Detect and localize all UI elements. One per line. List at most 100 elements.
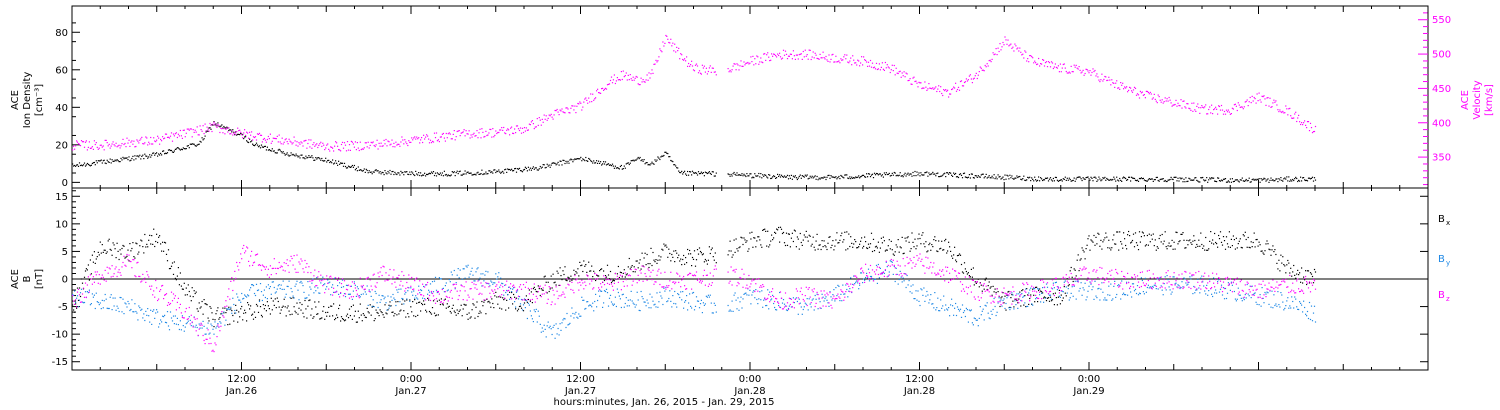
bottom-series-0-point-682 <box>757 236 759 238</box>
bottom-series-0-point-1029 <box>1100 239 1102 241</box>
bottom-series-1-point-954 <box>1026 305 1028 308</box>
top-series-1-point-1220 <box>1289 107 1291 109</box>
bottom-series-0-point-603 <box>668 248 670 250</box>
top-series-0-point-417 <box>484 173 486 175</box>
bottom-series-1-point-428 <box>495 273 497 275</box>
bottom-series-0-point-834 <box>907 236 909 238</box>
bottom-series-0-point-1244 <box>1312 282 1315 284</box>
bottom-series-1-point-675 <box>750 303 752 305</box>
top-series-1-point-280 <box>348 144 351 146</box>
top-series-1-point-26 <box>97 148 99 150</box>
top-series-0-point-54 <box>125 157 127 159</box>
bottom-series-0-point-650 <box>714 252 716 254</box>
bottom-series-1-point-683 <box>758 298 760 300</box>
top-series-0-point-1076 <box>1146 180 1148 182</box>
bottom-series-0-point-332 <box>400 309 402 311</box>
top-series-0-point-1152 <box>1221 180 1224 182</box>
top-series-0-point-668 <box>743 173 745 175</box>
top-series-1-point-776 <box>850 57 852 59</box>
top-series-0-point-860 <box>933 173 935 175</box>
top-series-1-point-136 <box>206 126 208 128</box>
top-series-0-point-420 <box>487 173 489 175</box>
top-series-1-point-650 <box>714 71 716 73</box>
bottom-series-0-point-1005 <box>1076 259 1078 261</box>
top-series-1-point-109 <box>179 129 181 132</box>
top-series-0-point-741 <box>815 178 817 180</box>
bottom-series-0-point-663 <box>738 247 740 249</box>
bottom-series-0-point-1177 <box>1246 246 1248 248</box>
bottom-series-0-point-436 <box>503 299 505 301</box>
bottom-series-1-point-792 <box>866 272 868 274</box>
bottom-series-0-point-1008 <box>1079 259 1081 261</box>
bottom-series-0-point-128 <box>198 302 200 304</box>
top-series-1-point-139 <box>209 122 211 125</box>
bottom-series-1-point-186 <box>255 283 258 285</box>
top-series-1-point-1004 <box>1075 64 1077 66</box>
top-series-0-point-656 <box>731 175 733 177</box>
top-series-0-point-730 <box>804 174 806 176</box>
top-series-1-point-260 <box>329 150 331 152</box>
top-series-0-point-319 <box>387 170 389 173</box>
bottom-series-0-point-126 <box>196 308 198 310</box>
bottom-series-1-point-1107 <box>1177 284 1179 286</box>
top-series-1-point-272 <box>340 143 343 146</box>
bottom-series-0-point-49 <box>120 253 122 255</box>
bottom-series-0-point-1182 <box>1251 246 1253 248</box>
bottom-series-0-point-315 <box>383 316 385 318</box>
top-series-1-point-420 <box>487 134 489 136</box>
top-series-1-point-1029 <box>1100 79 1102 81</box>
top-series-1-point-779 <box>853 59 855 61</box>
bottom-series-0-point-330 <box>398 313 400 315</box>
top-series-1-point-310 <box>378 142 380 144</box>
top-series-1-point-569 <box>634 77 636 79</box>
bottom-series-0-point-777 <box>851 242 853 244</box>
bottom-series-0-point-875 <box>948 241 950 243</box>
bottom-series-1-point-908 <box>980 314 982 316</box>
top-series-0-point-640 <box>704 171 706 173</box>
top-series-1-point-999 <box>1070 65 1072 67</box>
bottom-series-1-point-1142 <box>1212 295 1214 298</box>
density-ylabel-line2: Ion Density <box>22 72 33 129</box>
bottom-series-0-point-309 <box>377 312 379 314</box>
bottom-series-1-point-674 <box>749 289 751 291</box>
bottom-series-1-point-210 <box>279 287 281 290</box>
top-series-0-point-957 <box>1029 176 1031 178</box>
bottom-series-1-point-569 <box>634 306 636 308</box>
top-series-0-point-883 <box>955 176 958 178</box>
bottom-series-0-point-838 <box>911 232 913 234</box>
bottom-series-1-point-1135 <box>1205 293 1207 295</box>
bottom-series-1-point-578 <box>643 301 645 303</box>
top-series-0-point-723 <box>797 177 799 179</box>
top-series-0-point-393 <box>460 174 462 176</box>
top-series-1-point-473 <box>539 119 541 121</box>
top-series-0-point-1029 <box>1100 180 1102 182</box>
bottom-series-1-point-232 <box>301 282 303 284</box>
bottom-series-0-point-43 <box>114 248 116 250</box>
top-series-1-point-533 <box>599 92 601 94</box>
top-series-0-point-780 <box>854 177 856 179</box>
bottom-series-1-point-738 <box>812 298 814 300</box>
top-series-1-point-213 <box>282 143 284 145</box>
bottom-series-1-point-57 <box>128 303 130 305</box>
top-series-1-point-1100 <box>1170 102 1172 104</box>
bottom-series-1-point-1103 <box>1173 276 1175 278</box>
bottom-series-0-point-880 <box>953 254 955 256</box>
bottom-series-1-point-391 <box>458 277 460 279</box>
bottom-series-1-point-543 <box>608 297 611 299</box>
bottom-series-1-point-265 <box>334 277 336 279</box>
bottom-series-1-point-395 <box>462 268 464 270</box>
top-series-1-point-589 <box>654 63 656 65</box>
bottom-series-0-point-556 <box>621 276 623 278</box>
top-series-0-point-38 <box>109 158 111 160</box>
top-series-0-point-1024 <box>1095 177 1097 179</box>
bottom-series-1-point-52 <box>123 313 125 315</box>
bottom-series-1-point-703 <box>778 304 780 307</box>
bottom-series-0-point-953 <box>1025 306 1027 308</box>
top-series-1-point-1150 <box>1219 109 1222 111</box>
bottom-series-1-point-815 <box>888 271 890 273</box>
bottom-series-1-point-24 <box>95 292 97 294</box>
top-series-0-point-225 <box>294 155 296 157</box>
bottom-series-0-point-73 <box>144 233 146 236</box>
top-series-0-point-606 <box>671 160 673 162</box>
top-series-0-point-267 <box>336 162 338 164</box>
